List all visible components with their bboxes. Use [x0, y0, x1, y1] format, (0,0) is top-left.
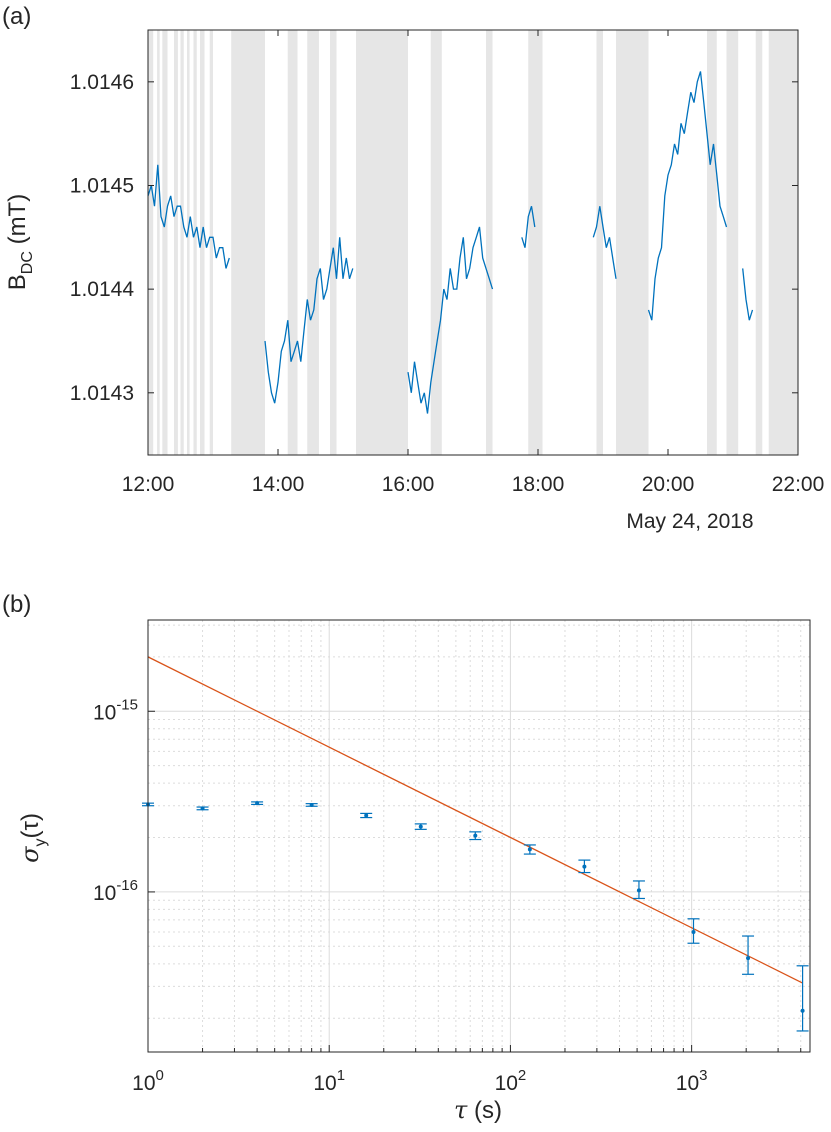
- marker-11: [746, 956, 751, 961]
- series-segment-3: [521, 206, 536, 248]
- x-tick-label-1: 14:00: [252, 473, 305, 496]
- panel-a-y-axis-label: BDC (mT): [4, 194, 36, 290]
- panel-b-frame: [147, 619, 811, 1053]
- x-tick-label-4: 20:00: [642, 473, 695, 496]
- data-point-6: [469, 831, 482, 841]
- panel-b-fit-line: [147, 656, 803, 984]
- shaded-region-10: [287, 30, 298, 455]
- shaded-region-16: [528, 30, 543, 455]
- marker-3: [309, 802, 314, 807]
- marker-4: [364, 813, 369, 818]
- shaded-region-7: [200, 30, 205, 455]
- x-tick-label-0: 100: [132, 1067, 164, 1095]
- panel-b-y-ticks: 10-16 10-15: [93, 696, 155, 905]
- shaded-region-15: [486, 30, 493, 455]
- panel-a-y-ticks: 1.0143 1.0144 1.0145 1.0146: [70, 71, 798, 405]
- y-tick-label-2: 1.0145: [70, 174, 134, 197]
- shaded-region-1: [157, 30, 160, 455]
- x-tick-label-3: 18:00: [512, 473, 565, 496]
- y-tick-label-1: 10-15: [93, 696, 138, 724]
- shaded-region-21: [755, 30, 763, 455]
- panel-a-x-ticks: 12:00 14:00 16:00 18:00 20:00 22:00: [122, 30, 825, 496]
- panel-b-grid: [147, 620, 810, 1052]
- series-segment-6: [742, 268, 754, 321]
- x-tick-label-3: 103: [676, 1067, 708, 1095]
- marker-6: [473, 833, 478, 838]
- y-tick-label-3: 1.0146: [70, 71, 134, 94]
- shaded-region-0: [148, 30, 154, 455]
- data-point-11: [742, 935, 755, 975]
- y-tick-label-0: 1.0143: [70, 382, 134, 405]
- x-tick-label-5: 22:00: [772, 473, 825, 496]
- panel-b-points: [142, 801, 809, 1032]
- shaded-region-18: [616, 30, 649, 455]
- x-tick-label-0: 12:00: [122, 473, 175, 496]
- series-segment-1: [264, 237, 354, 404]
- marker-8: [582, 864, 587, 869]
- data-point-8: [578, 859, 591, 874]
- shaded-region-22: [768, 30, 798, 455]
- panel-b-y-axis-label: σy(τ): [16, 813, 49, 863]
- marker-5: [418, 824, 423, 829]
- shaded-region-4: [180, 30, 184, 455]
- series-segment-5: [647, 71, 728, 321]
- data-point-7: [523, 844, 536, 855]
- shaded-region-19: [707, 30, 717, 455]
- fit-line: [147, 656, 803, 984]
- marker-9: [636, 888, 641, 893]
- shaded-region-8: [209, 30, 213, 455]
- panel-b-x-ticks: 100 101 102 103: [132, 1045, 802, 1095]
- panel-b-label: (b): [2, 591, 31, 618]
- marker-2: [255, 801, 260, 806]
- panel-a-shaded-regions: [148, 30, 798, 455]
- panel-b-x-axis-label: τ (s): [454, 1096, 502, 1124]
- shaded-region-6: [193, 30, 197, 455]
- marker-12: [800, 1008, 805, 1013]
- shaded-region-9: [231, 30, 265, 455]
- data-point-2: [251, 801, 264, 806]
- y-tick-label-1: 1.0144: [70, 278, 135, 301]
- marker-1: [200, 806, 205, 811]
- series-segment-2: [407, 226, 494, 414]
- series-segment-4: [592, 206, 617, 279]
- data-point-10: [687, 918, 700, 944]
- shaded-region-20: [726, 30, 739, 455]
- data-point-9: [632, 880, 645, 900]
- shaded-region-5: [187, 30, 190, 455]
- shaded-region-13: [356, 30, 408, 455]
- panel-a-date-label: May 24, 2018: [626, 510, 753, 533]
- shaded-region-14: [430, 30, 442, 455]
- x-tick-label-1: 101: [313, 1067, 345, 1095]
- panel-a-series: [147, 71, 754, 414]
- shaded-region-11: [307, 30, 319, 455]
- data-point-12: [796, 965, 809, 1032]
- data-point-1: [196, 806, 209, 811]
- data-point-5: [414, 823, 427, 830]
- shaded-region-3: [174, 30, 178, 455]
- data-point-3: [305, 802, 318, 807]
- shaded-region-2: [162, 30, 168, 455]
- x-tick-label-2: 102: [495, 1067, 527, 1095]
- shaded-region-17: [596, 30, 603, 455]
- x-tick-label-2: 16:00: [382, 473, 435, 496]
- y-tick-label-0: 10-16: [93, 877, 138, 905]
- marker-10: [691, 930, 696, 935]
- panel-a-frame: [147, 29, 799, 456]
- shaded-region-12: [330, 30, 337, 455]
- data-point-4: [360, 812, 373, 819]
- panel-a-label: (a): [2, 3, 31, 30]
- series-segment-0: [147, 164, 230, 269]
- marker-7: [527, 847, 532, 852]
